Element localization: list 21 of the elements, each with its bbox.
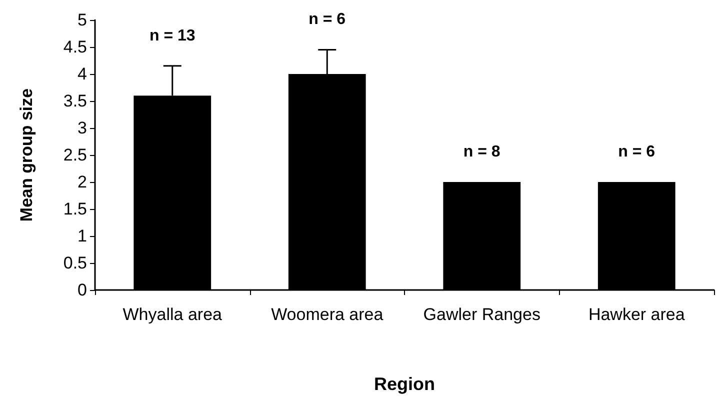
y-axis-title: Mean group size [17, 88, 36, 222]
y-tick-label: 2 [78, 172, 87, 192]
annotation: n = 6 [618, 144, 656, 160]
x-tick-label: Hawker area [588, 305, 686, 324]
x-tick-label: Woomera area [271, 305, 384, 324]
annotation: n = 6 [308, 11, 346, 28]
y-tick-label: 4 [78, 64, 87, 84]
x-tick-label: Gawler Ranges [423, 305, 540, 324]
annotation: n = 8 [463, 144, 500, 160]
y-tick-label: 0 [78, 280, 87, 300]
y-tick-label: 1 [78, 226, 87, 246]
y-tick-label: 3 [78, 118, 87, 138]
y-tick-label: 5 [78, 10, 87, 30]
annotation: n = 13 [149, 27, 196, 44]
y-tick-label: 1.5 [63, 200, 87, 218]
y-tick-label: 0.5 [63, 254, 87, 272]
x-axis-title: Region [374, 374, 435, 394]
x-tick-label: Whyalla area [122, 305, 223, 324]
y-tick-label: 3.5 [63, 92, 87, 110]
y-tick-label: 2.5 [63, 146, 87, 164]
y-tick-label: 4.5 [63, 38, 87, 56]
